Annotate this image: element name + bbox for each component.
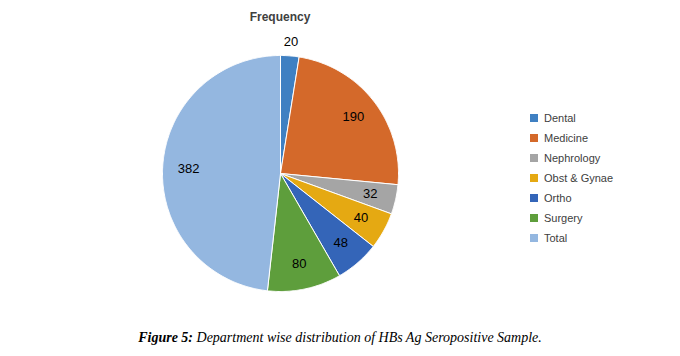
svg-text:32: 32 [363,186,377,201]
html-text:Surgery: Surgery [544,212,583,224]
html-text:Ortho: Ortho [544,192,572,204]
html-text:Obst & Gynae: Obst & Gynae [544,172,614,184]
svg-text:48: 48 [334,235,348,250]
html-text:Figure 5: Department wise dist: Figure 5: Department wise distribution o… [138,330,542,345]
svg-text:80: 80 [292,256,306,271]
html-text:Frequency: Frequency [249,10,311,24]
svg-text:382: 382 [178,161,200,176]
html-text:Medicine: Medicine [544,132,588,144]
svg-text:40: 40 [354,210,368,225]
svg-text:20: 20 [284,34,298,49]
html-text:Dental: Dental [544,112,576,124]
html-text:Total: Total [544,232,568,244]
html-text:Nephrology: Nephrology [544,152,601,164]
svg-text:190: 190 [342,109,364,124]
